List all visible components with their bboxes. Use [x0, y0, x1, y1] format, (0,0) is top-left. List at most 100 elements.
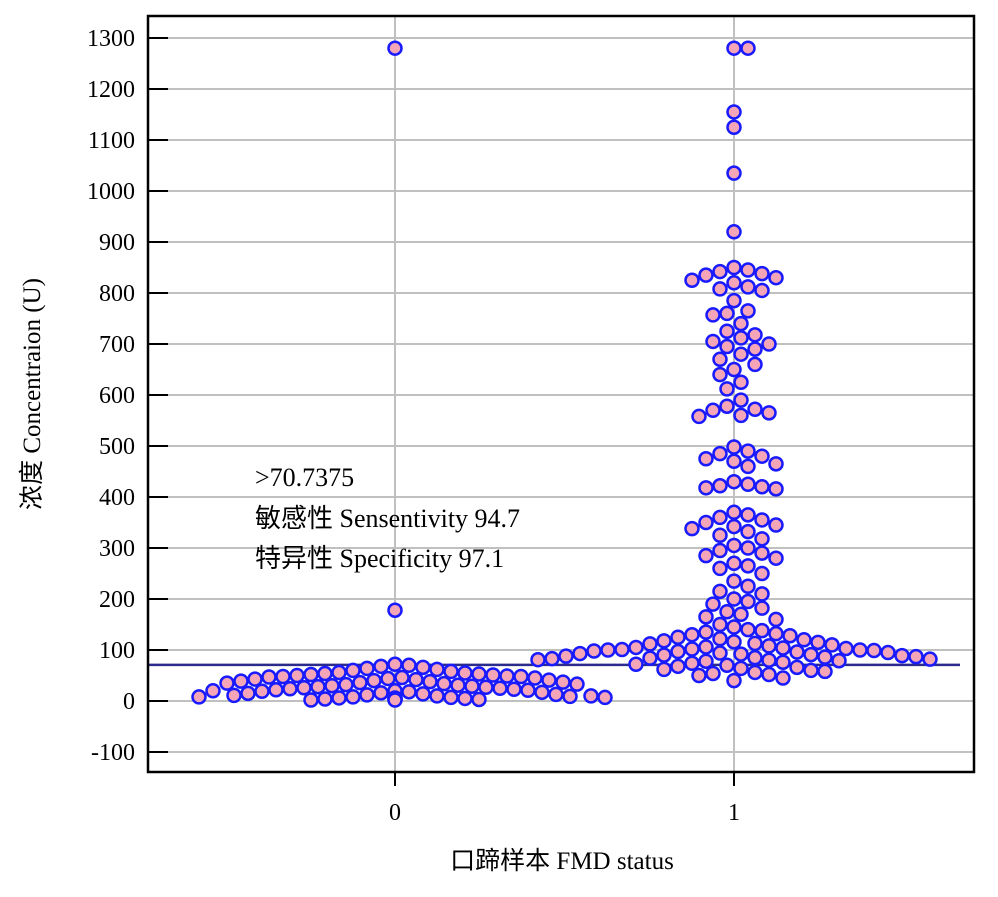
data-point	[705, 333, 721, 350]
data-point	[712, 542, 728, 559]
data-point	[726, 104, 742, 120]
y-tick-label: 900	[99, 230, 135, 256]
data-point	[614, 641, 630, 658]
data-point	[534, 684, 550, 701]
data-point	[740, 303, 756, 319]
data-point	[656, 633, 672, 649]
data-point	[600, 642, 616, 658]
data-point	[894, 647, 910, 664]
data-point	[191, 689, 207, 705]
cutoff-annotation: >70.7375	[255, 463, 354, 492]
data-point	[817, 649, 833, 665]
data-point	[761, 638, 777, 654]
data-point	[345, 689, 361, 705]
data-point	[303, 692, 319, 708]
data-point	[275, 668, 291, 685]
data-point	[429, 661, 445, 678]
data-point	[726, 453, 742, 470]
data-point	[740, 558, 756, 574]
data-point	[852, 642, 868, 658]
data-point	[268, 682, 284, 698]
data-point	[712, 631, 728, 647]
data-point	[705, 402, 721, 419]
data-point	[733, 315, 749, 332]
sensitivity-annotation: 敏感性 Sensentivity 94.7	[255, 504, 520, 533]
data-point	[408, 671, 424, 688]
data-point	[380, 670, 396, 687]
data-point	[712, 366, 728, 383]
data-point	[684, 626, 700, 643]
data-point	[670, 629, 686, 645]
data-point	[775, 670, 791, 686]
data-point	[733, 392, 749, 408]
data-point	[726, 591, 742, 607]
data-point	[908, 648, 924, 665]
data-point	[754, 282, 770, 299]
data-point	[698, 267, 714, 283]
data-point	[387, 602, 403, 618]
data-point	[712, 281, 728, 297]
data-point	[670, 643, 686, 660]
data-point	[747, 401, 763, 418]
data-point	[628, 639, 644, 656]
data-point	[499, 668, 515, 684]
data-point	[394, 669, 410, 686]
data-point	[824, 637, 840, 653]
data-point	[712, 478, 728, 494]
data-points	[191, 40, 938, 708]
data-point	[670, 658, 686, 675]
data-point	[373, 658, 389, 675]
data-point	[254, 683, 270, 700]
grid	[148, 16, 974, 772]
data-point	[922, 651, 938, 667]
data-point	[726, 555, 742, 572]
x-tick-label: 0	[389, 800, 401, 826]
data-point	[656, 647, 672, 663]
data-point	[691, 667, 707, 684]
data-point	[642, 650, 658, 666]
data-point	[331, 664, 347, 681]
data-point	[726, 275, 742, 291]
specificity-annotation: 特异性 Specificity 97.1	[255, 544, 504, 573]
data-point	[338, 676, 354, 693]
data-point	[233, 673, 249, 689]
data-point	[775, 654, 791, 670]
data-point	[831, 652, 847, 669]
y-tick-label: 1300	[87, 26, 135, 52]
data-point	[558, 648, 574, 664]
data-point	[562, 688, 578, 705]
data-point	[544, 650, 560, 667]
data-point	[712, 445, 728, 462]
data-point	[754, 600, 770, 616]
data-point	[684, 520, 700, 537]
data-point	[782, 627, 798, 644]
data-point	[387, 692, 403, 708]
y-tick-label: 1000	[87, 179, 135, 205]
data-point	[572, 645, 588, 662]
data-point	[754, 479, 770, 495]
data-point	[803, 646, 819, 663]
data-point	[415, 686, 431, 702]
data-point	[492, 680, 508, 696]
data-point	[331, 690, 347, 706]
data-point	[282, 681, 298, 697]
data-point	[817, 663, 833, 680]
data-point	[464, 678, 480, 694]
data-point	[747, 649, 763, 666]
data-point	[719, 381, 735, 397]
data-point	[401, 684, 417, 700]
data-point	[740, 621, 756, 638]
data-point	[768, 517, 784, 533]
data-point	[761, 652, 777, 668]
data-point	[726, 361, 742, 378]
data-point	[726, 473, 742, 490]
data-point	[733, 660, 749, 677]
y-tick-label: 400	[99, 485, 135, 511]
data-point	[768, 625, 784, 642]
data-point	[289, 667, 305, 684]
data-point	[586, 643, 602, 659]
data-point	[768, 611, 784, 628]
data-point	[754, 265, 770, 282]
y-tick-label: 0	[123, 689, 135, 715]
